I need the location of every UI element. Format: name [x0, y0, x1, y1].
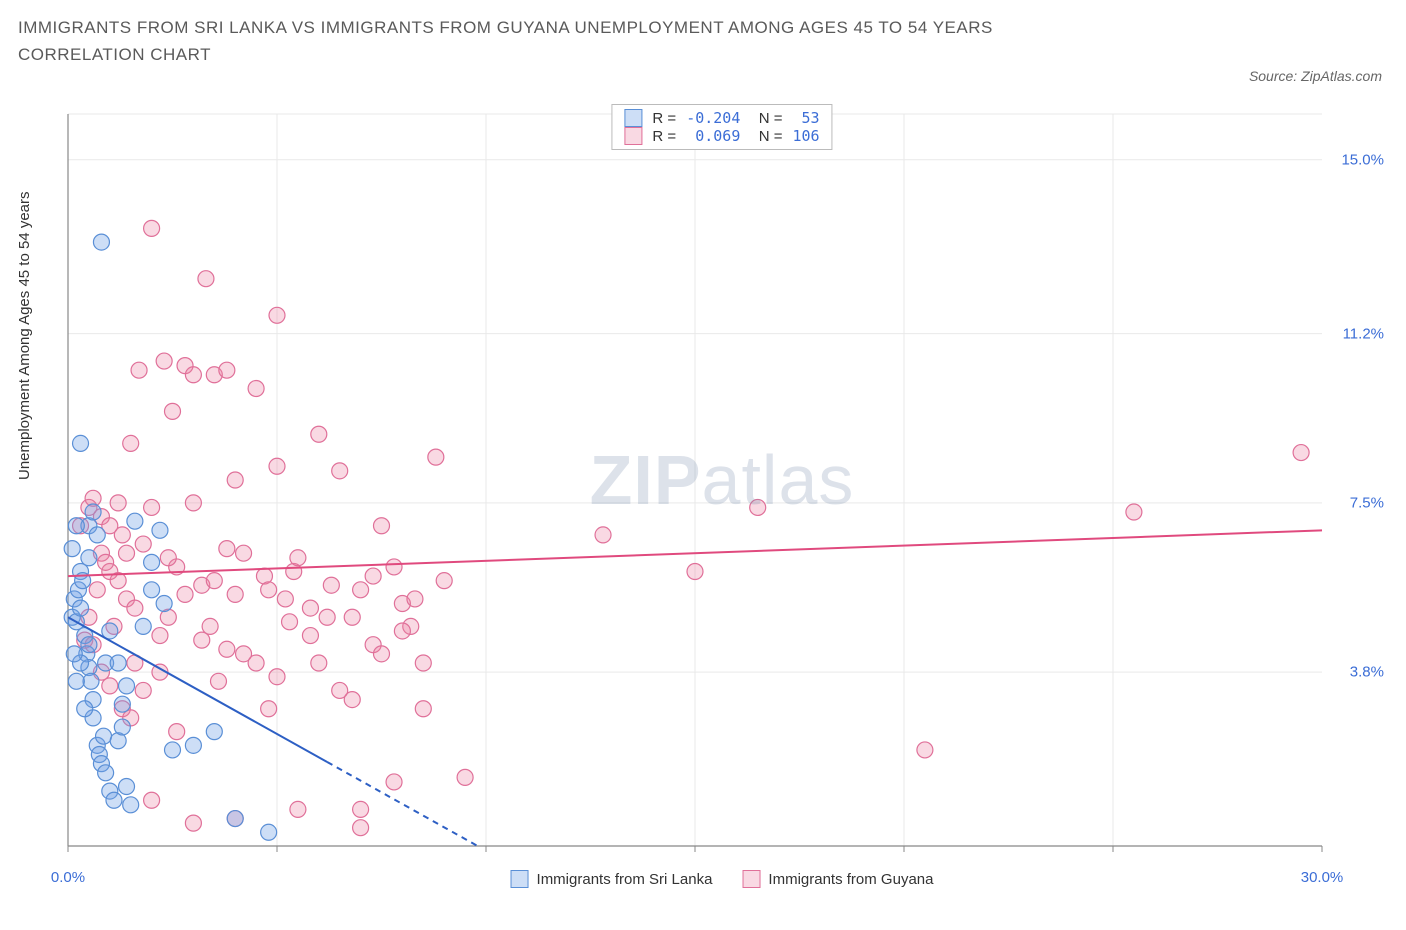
swatch-guyana-bottom [742, 870, 760, 888]
legend-item-guyana: Immigrants from Guyana [742, 870, 933, 888]
y-axis-label: Unemployment Among Ages 45 to 54 years [16, 191, 33, 480]
r-value-2: 0.069 [686, 127, 740, 145]
legend-correlation: R = -0.204 N = 53 R = 0.069 N = 106 [611, 104, 832, 150]
swatch-sri-lanka [624, 109, 642, 127]
legend-row-1: R = -0.204 N = 53 [624, 109, 819, 127]
chart-title: IMMIGRANTS FROM SRI LANKA VS IMMIGRANTS … [18, 14, 1118, 68]
legend-row-2: R = 0.069 N = 106 [624, 127, 819, 145]
y-tick-label: 7.5% [1350, 494, 1384, 511]
x-tick-label: 0.0% [51, 869, 85, 886]
swatch-sri-lanka-bottom [511, 870, 529, 888]
swatch-guyana [624, 127, 642, 145]
y-tick-label: 3.8% [1350, 664, 1384, 681]
source-label: Source: ZipAtlas.com [1249, 68, 1382, 84]
x-tick-label: 30.0% [1301, 869, 1344, 886]
n-label-2: N = [750, 128, 782, 145]
chart-container: R = -0.204 N = 53 R = 0.069 N = 106 Immi… [62, 100, 1382, 860]
n-value-2: 106 [792, 127, 819, 145]
r-label-2: R = [652, 128, 676, 145]
scatter-plot [62, 100, 1382, 860]
y-tick-label: 11.2% [1343, 325, 1384, 342]
n-value-1: 53 [792, 109, 819, 127]
y-tick-label: 15.0% [1341, 151, 1384, 168]
n-label-1: N = [750, 110, 782, 127]
legend-item-sri-lanka: Immigrants from Sri Lanka [511, 870, 713, 888]
legend-label-sri-lanka: Immigrants from Sri Lanka [537, 871, 713, 888]
legend-label-guyana: Immigrants from Guyana [768, 871, 933, 888]
r-label-1: R = [652, 110, 676, 127]
legend-series: Immigrants from Sri Lanka Immigrants fro… [511, 870, 934, 888]
r-value-1: -0.204 [686, 109, 740, 127]
